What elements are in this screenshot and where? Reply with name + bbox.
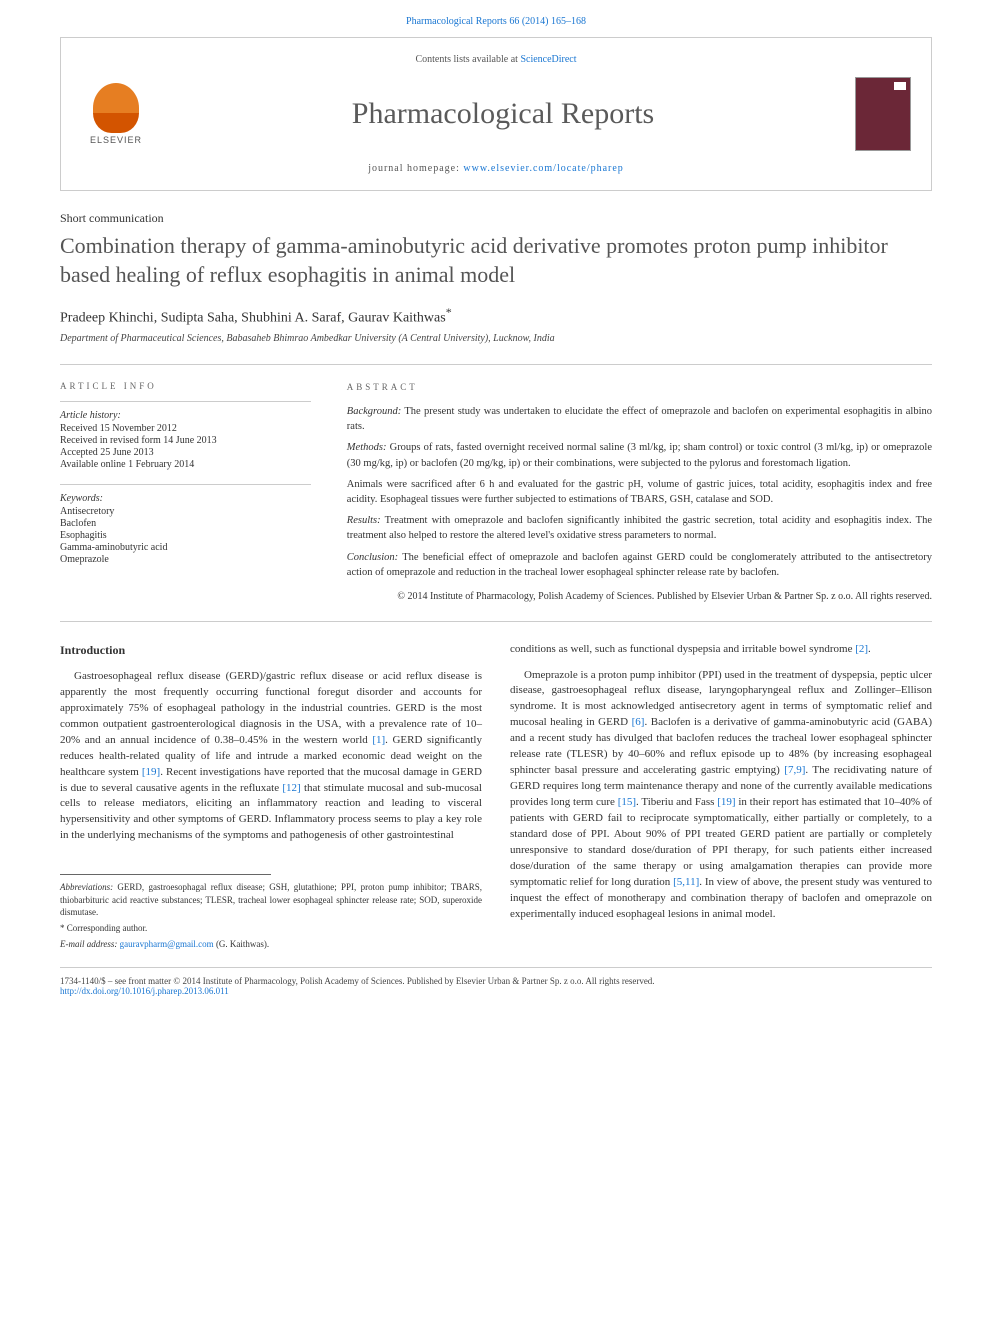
abstract-conclusion: Conclusion: The beneficial effect of ome… (347, 550, 932, 580)
history-received: Received 15 November 2012 (60, 423, 311, 434)
abstract-results-text: Treatment with omeprazole and baclofen s… (347, 515, 932, 541)
ref-link[interactable]: [19] (717, 796, 735, 808)
history-label: Article history: (60, 410, 311, 421)
ref-link[interactable]: [19] (142, 766, 160, 778)
keyword: Gamma-aminobutyric acid (60, 542, 311, 553)
ref-link[interactable]: [15] (618, 796, 636, 808)
ref-link[interactable]: [5,11] (673, 876, 699, 888)
journal-cover-thumb (855, 77, 911, 151)
col2-text: . Tiberiu and Fass (636, 796, 717, 808)
email-person: (G. Kaithwas). (214, 939, 270, 949)
abstract-results-label: Results: (347, 515, 381, 526)
abstract-concl-text: The beneficial effect of omeprazole and … (347, 552, 932, 578)
abstract-methods2: Animals were sacrificed after 6 h and ev… (347, 477, 932, 507)
elsevier-tree-icon (93, 83, 139, 133)
article-type: Short communication (60, 211, 932, 226)
elsevier-logo: ELSEVIER (81, 83, 151, 145)
abstract-results: Results: Treatment with omeprazole and b… (347, 513, 932, 543)
abstract-label: ABSTRACT (347, 381, 932, 394)
article-info-column: ARTICLE INFO Article history: Received 1… (60, 381, 311, 605)
intro-paragraph: Gastroesophageal reflux disease (GERD)/g… (60, 669, 482, 844)
footer-copyright: 1734-1140/$ – see front matter © 2014 In… (60, 976, 932, 986)
keywords-block: Keywords: Antisecretory Baclofen Esophag… (60, 484, 311, 565)
homepage-label: journal homepage: (368, 163, 463, 174)
abstract-methods-label: Methods: (347, 442, 387, 453)
corr-text: Corresponding author. (67, 923, 148, 933)
col2-text: . (868, 643, 871, 655)
abstract-methods-text: Groups of rats, fasted overnight receive… (347, 442, 932, 468)
abbreviations-footnote: Abbreviations: GERD, gastroesophagal ref… (60, 881, 482, 919)
corresponding-mark: * (446, 305, 452, 319)
banner-main-row: ELSEVIER Pharmacological Reports (81, 77, 911, 151)
article-info-label: ARTICLE INFO (60, 381, 311, 391)
ref-link[interactable]: [6] (632, 716, 645, 728)
author-names: Pradeep Khinchi, Sudipta Saha, Shubhini … (60, 311, 446, 326)
body-left-column: Introduction Gastroesophageal reflux dis… (60, 642, 482, 954)
page-footer: 1734-1140/$ – see front matter © 2014 In… (60, 967, 932, 996)
history-accepted: Accepted 25 June 2013 (60, 447, 311, 458)
abstract-concl-label: Conclusion: (347, 552, 398, 563)
homepage-link[interactable]: www.elsevier.com/locate/pharep (463, 163, 623, 174)
email-label: E-mail address: (60, 939, 117, 949)
col2-text: in their report has estimated that 10–40… (510, 796, 932, 888)
ref-link[interactable]: [1] (372, 734, 385, 746)
body-columns: Introduction Gastroesophageal reflux dis… (60, 642, 932, 954)
history-online: Available online 1 February 2014 (60, 459, 311, 470)
history-revised: Received in revised form 14 June 2013 (60, 435, 311, 446)
corresponding-footnote: * Corresponding author. (60, 922, 482, 935)
ref-link[interactable]: [12] (282, 782, 300, 794)
keyword: Antisecretory (60, 506, 311, 517)
col2-continuation: conditions as well, such as functional d… (510, 642, 932, 658)
ref-link[interactable]: [7,9] (784, 764, 805, 776)
abstract-bg-text: The present study was undertaken to eluc… (347, 406, 932, 432)
ref-link[interactable]: [2] (855, 643, 868, 655)
footnote-separator (60, 874, 271, 875)
keyword: Baclofen (60, 518, 311, 529)
abstract-column: ABSTRACT Background: The present study w… (347, 381, 932, 605)
abstract-copyright: © 2014 Institute of Pharmacology, Polish… (347, 590, 932, 605)
article-history-block: Article history: Received 15 November 20… (60, 401, 311, 470)
citation-header: Pharmacological Reports 66 (2014) 165–16… (0, 0, 992, 37)
email-link[interactable]: gauravpharm@gmail.com (117, 939, 213, 949)
authors: Pradeep Khinchi, Sudipta Saha, Shubhini … (60, 305, 932, 327)
content-area: Short communication Combination therapy … (0, 211, 992, 1026)
journal-title: Pharmacological Reports (151, 97, 855, 131)
elsevier-text: ELSEVIER (81, 135, 151, 145)
body-right-column: conditions as well, such as functional d… (510, 642, 932, 954)
abbrev-text: GERD, gastroesophagal reflux disease; GS… (60, 882, 482, 917)
affiliation: Department of Pharmaceutical Sciences, B… (60, 333, 932, 344)
keyword: Esophagitis (60, 530, 311, 541)
keywords-label: Keywords: (60, 493, 311, 504)
info-abstract-row: ARTICLE INFO Article history: Received 1… (60, 364, 932, 622)
abstract-background: Background: The present study was undert… (347, 404, 932, 434)
abbrev-label: Abbreviations: (60, 882, 113, 892)
contents-label: Contents lists available at (415, 54, 520, 65)
journal-banner: Contents lists available at ScienceDirec… (60, 37, 932, 191)
abstract-bg-label: Background: (347, 406, 401, 417)
journal-homepage-line: journal homepage: www.elsevier.com/locat… (81, 163, 911, 174)
corr-star: * (60, 923, 67, 933)
article-title: Combination therapy of gamma-aminobutyri… (60, 232, 932, 289)
email-footnote: E-mail address: gauravpharm@gmail.com (G… (60, 938, 482, 951)
abstract-methods2-text: Animals were sacrificed after 6 h and ev… (347, 479, 932, 505)
abstract-methods: Methods: Groups of rats, fasted overnigh… (347, 440, 932, 470)
contents-list-line: Contents lists available at ScienceDirec… (81, 54, 911, 65)
col2-text: conditions as well, such as functional d… (510, 643, 855, 655)
sciencedirect-link[interactable]: ScienceDirect (520, 54, 576, 65)
intro-heading: Introduction (60, 642, 482, 659)
keyword: Omeprazole (60, 554, 311, 565)
doi-link[interactable]: http://dx.doi.org/10.1016/j.pharep.2013.… (60, 986, 229, 996)
col2-paragraph-2: Omeprazole is a proton pump inhibitor (P… (510, 668, 932, 923)
